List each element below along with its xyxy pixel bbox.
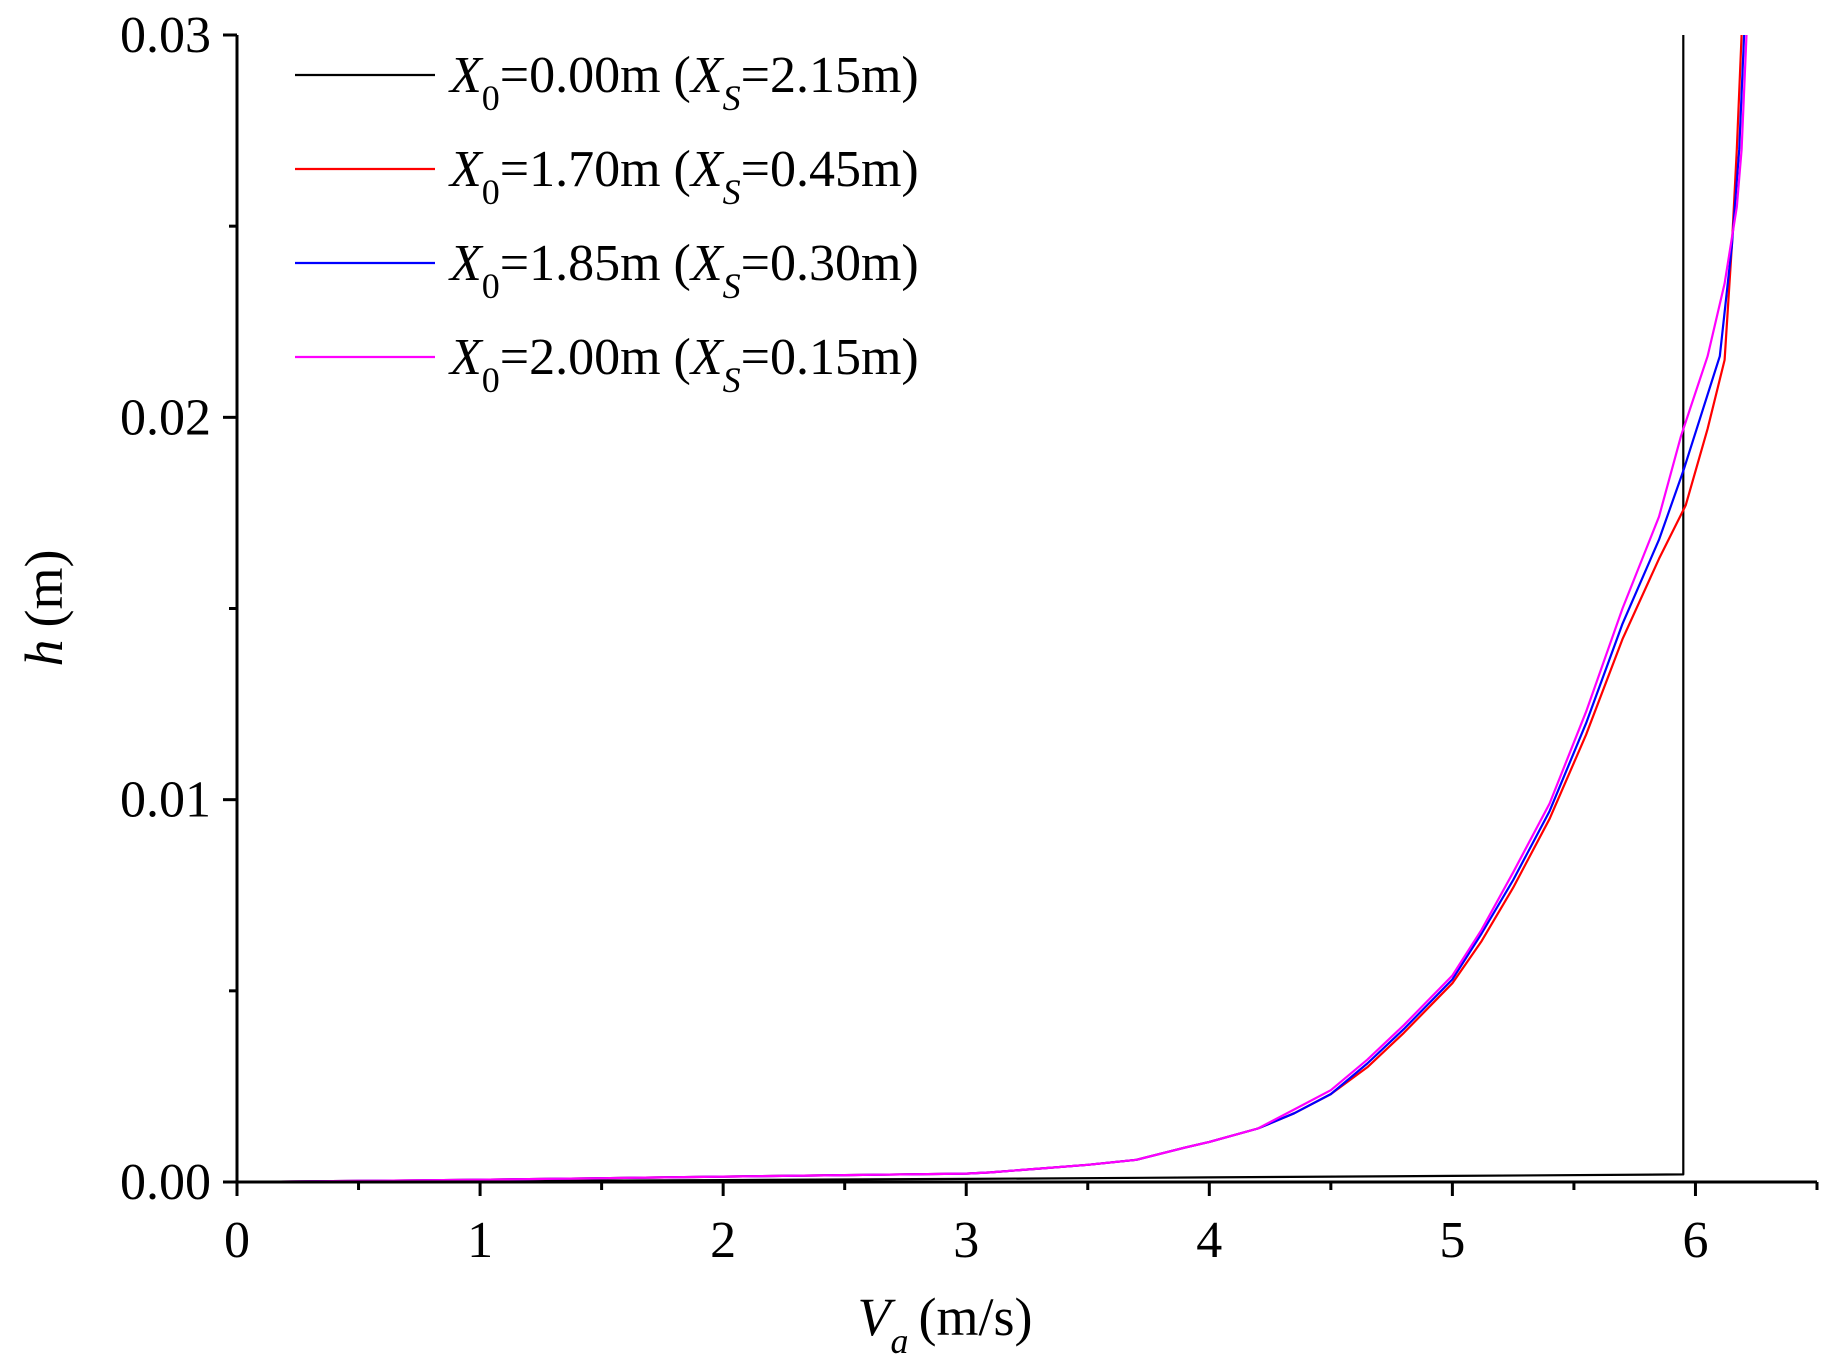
legend-label: X0=1.70m (XS=0.45m) bbox=[448, 141, 919, 212]
axis-ticks: 0 1 2 3 4 5 6 0.00 0.01 0.02 0.03 bbox=[120, 7, 1819, 1269]
y-axis-title: h (m) bbox=[14, 550, 74, 667]
legend-entry-1: X0=0.00m (XS=2.15m) bbox=[295, 47, 919, 118]
y-tick-label: 0.00 bbox=[120, 1154, 211, 1211]
x-axis-title-subscript: a bbox=[891, 1321, 909, 1361]
legend-entry-2: X0=1.70m (XS=0.45m) bbox=[295, 141, 919, 212]
x-tick-label: 1 bbox=[467, 1212, 493, 1269]
legend-label: X0=2.00m (XS=0.15m) bbox=[448, 329, 919, 400]
x-axis-title-symbol: V bbox=[858, 1287, 897, 1347]
legend-label: X0=1.85m (XS=0.30m) bbox=[448, 235, 919, 306]
series-line-2 bbox=[237, 35, 1743, 1182]
legend-label: X0=0.00m (XS=2.15m) bbox=[448, 47, 919, 118]
legend-entry-4: X0=2.00m (XS=0.15m) bbox=[295, 329, 919, 400]
series-line-1 bbox=[237, 35, 1685, 1182]
y-axis-title-symbol: h bbox=[14, 639, 74, 666]
x-tick-label: 2 bbox=[710, 1212, 736, 1269]
series-line-3 bbox=[237, 35, 1746, 1182]
x-tick-label: 4 bbox=[1196, 1212, 1222, 1269]
x-tick-label: 5 bbox=[1439, 1212, 1465, 1269]
x-axis-title-unit: (m/s) bbox=[919, 1287, 1033, 1347]
x-tick-label: 3 bbox=[953, 1212, 979, 1269]
x-tick-label: 6 bbox=[1682, 1212, 1708, 1269]
y-tick-label: 0.02 bbox=[120, 389, 211, 446]
axis-titles: Va (m/s) h (m) bbox=[14, 550, 1033, 1361]
y-tick-label: 0.01 bbox=[120, 772, 211, 829]
y-axis-title-unit: (m) bbox=[14, 550, 74, 628]
plot-area bbox=[237, 35, 1748, 1182]
series-line-4 bbox=[237, 35, 1748, 1182]
legend: X0=0.00m (XS=2.15m) X0=1.70m (XS=0.45m) X0… bbox=[295, 47, 919, 400]
x-tick-label: 0 bbox=[224, 1212, 250, 1269]
y-tick-label: 0.03 bbox=[120, 7, 211, 64]
axes bbox=[235, 35, 1817, 1184]
legend-entry-3: X0=1.85m (XS=0.30m) bbox=[295, 235, 919, 306]
x-axis-title: Va (m/s) bbox=[858, 1287, 1033, 1361]
